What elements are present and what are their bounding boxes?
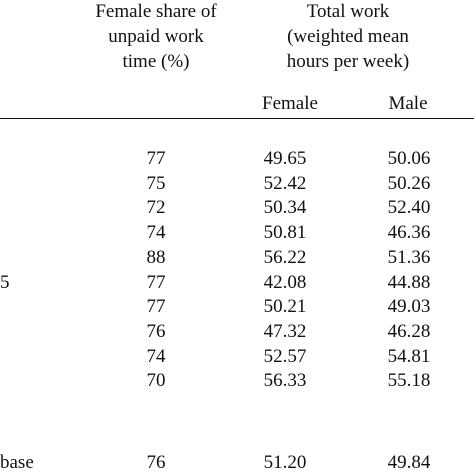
row-label: 5 — [0, 271, 10, 293]
male-hours-cell: 51.36 — [387, 246, 431, 268]
female-hours-cell: 42.08 — [263, 271, 307, 293]
male-hours-cell: 46.36 — [387, 222, 431, 244]
female-hours-cell: 49.65 — [263, 148, 307, 169]
share-cell: 74 — [146, 222, 166, 244]
female-hours-cell: 52.42 — [263, 172, 307, 194]
header-total-line-1: Total work — [306, 1, 390, 22]
row-label: base — [0, 452, 34, 473]
female-hours-cell: 50.81 — [263, 222, 307, 244]
share-cell: 88 — [146, 246, 166, 268]
female-hours-cell: 50.34 — [263, 197, 307, 219]
male-hours-cell: 44.88 — [387, 271, 431, 293]
share-cell: 74 — [146, 345, 166, 367]
header-share-line-2: unpaid work — [108, 26, 204, 47]
male-hours-cell: 50.06 — [387, 148, 431, 169]
share-cell: 76 — [146, 320, 166, 342]
male-hours-cell: 49.03 — [387, 296, 431, 318]
female-hours-cell: 56.33 — [263, 370, 307, 392]
header-share-line-3: time (%) — [122, 51, 190, 72]
female-hours-cell: 56.22 — [263, 246, 307, 268]
female-hours-cell: 51.20 — [263, 452, 307, 473]
header-female: Female — [262, 93, 318, 114]
male-hours-cell: 52.40 — [387, 197, 431, 219]
male-hours-cell: 49.84 — [387, 452, 431, 473]
male-hours-cell: 46.28 — [387, 320, 431, 342]
share-cell: 72 — [146, 197, 166, 219]
female-hours-cell: 52.57 — [263, 345, 307, 367]
header-male: Male — [388, 93, 428, 114]
header-total-line-3: hours per week) — [286, 51, 410, 72]
share-cell: 76 — [146, 452, 166, 473]
male-hours-cell: 55.18 — [387, 370, 431, 392]
male-hours-cell: 54.81 — [387, 345, 431, 367]
male-hours-cell: 50.26 — [387, 172, 431, 194]
share-cell: 77 — [146, 271, 166, 293]
share-cell: 77 — [146, 148, 166, 169]
header-share-line-1: Female share of — [95, 1, 217, 22]
share-cell: 70 — [146, 370, 166, 392]
share-cell: 75 — [146, 172, 166, 194]
header-rule — [0, 118, 474, 119]
share-cell: 77 — [146, 296, 166, 318]
header-total-line-2: (weighted mean — [287, 26, 409, 47]
female-hours-cell: 47.32 — [263, 320, 307, 342]
female-hours-cell: 50.21 — [263, 296, 307, 318]
